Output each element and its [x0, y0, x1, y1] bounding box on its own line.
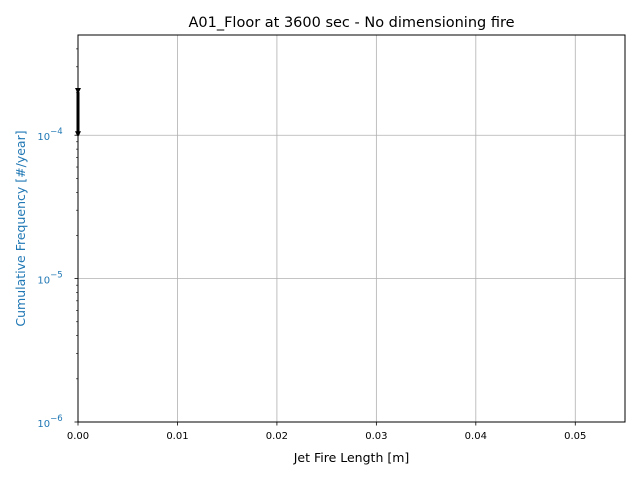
- y-tick-label: 10−4: [37, 127, 62, 143]
- x-tick-label: 0.05: [564, 431, 586, 442]
- x-tick-label: 0.02: [266, 431, 288, 442]
- plot-frame: [77, 34, 626, 423]
- y-tick-label: 10−6: [37, 414, 62, 430]
- chart-title: A01_Floor at 3600 sec - No dimensioning …: [188, 15, 514, 31]
- x-tick-label: 0.04: [465, 431, 487, 442]
- x-tick-label: 0.03: [365, 431, 387, 442]
- y-axis-label: Cumulative Frequency [#/year]: [13, 130, 28, 326]
- x-axis-label: Jet Fire Length [m]: [293, 450, 410, 465]
- x-tick-label: 0.01: [166, 431, 188, 442]
- y-tick-label: 10−5: [37, 271, 62, 287]
- x-tick-label: 0.00: [67, 431, 89, 442]
- ticks: 0.00 0.01 0.02 0.03 0.04 0.05 10−6 10−5 10−4: [37, 127, 586, 442]
